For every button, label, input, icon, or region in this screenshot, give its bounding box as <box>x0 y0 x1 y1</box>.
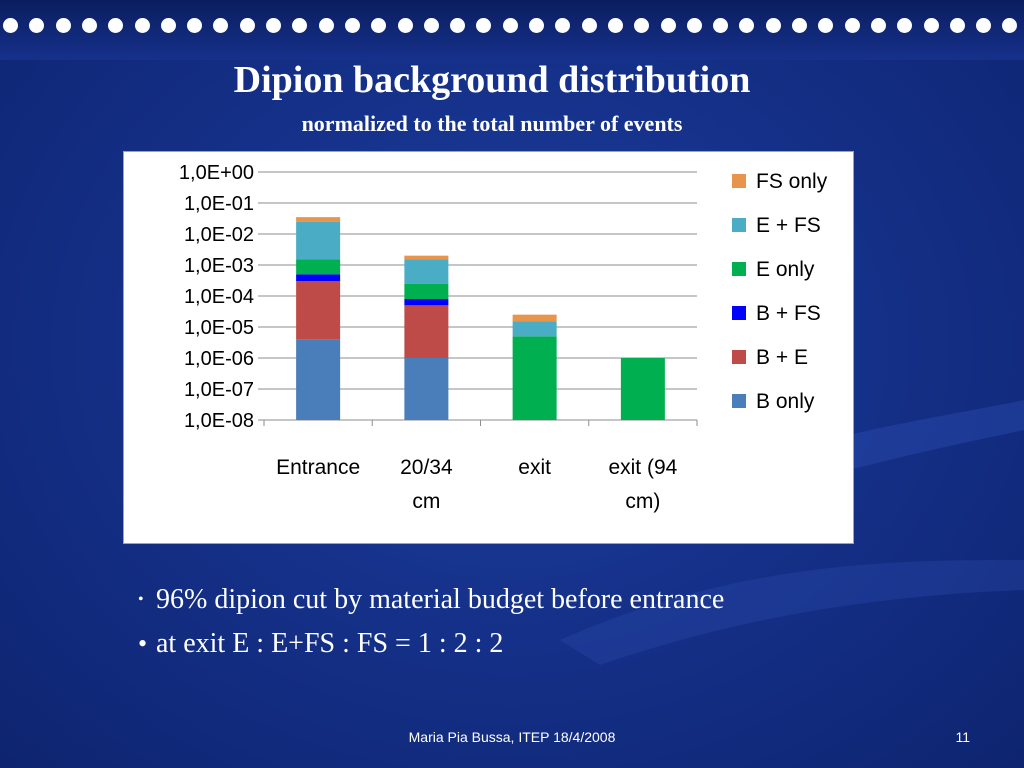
page-number: 11 <box>955 729 970 745</box>
y-tick-label: 1,0E-06 <box>184 348 254 370</box>
decorative-dot <box>476 18 492 33</box>
decorative-dot <box>529 18 544 33</box>
decorative-dot <box>686 18 702 33</box>
decorative-dot <box>160 18 176 33</box>
bullet-list: • 96% dipion cut by material budget befor… <box>138 580 998 668</box>
x-category-label: cm) <box>625 490 660 513</box>
decorative-dot <box>739 18 755 33</box>
bar-segment <box>404 255 449 260</box>
legend-label: E + FS <box>756 214 821 237</box>
x-category-label: exit <box>518 456 551 479</box>
decorative-dot <box>897 18 913 33</box>
chart-panel: 1,0E+00 1,0E-01 1,0E-02 1,0E-03 1,0E-04 1,0E-… <box>123 151 854 544</box>
decorative-dot <box>502 18 518 33</box>
decorative-dot <box>634 18 650 33</box>
decorative-dot <box>81 18 97 33</box>
y-tick-label: 1,0E+00 <box>179 162 254 184</box>
decorative-dot <box>397 18 413 33</box>
decorative-dot <box>555 18 571 33</box>
bar-segment <box>512 321 557 337</box>
decorative-dot <box>266 18 281 33</box>
stacked-bar-chart: 1,0E+00 1,0E-01 1,0E-02 1,0E-03 1,0E-04 1,0E-… <box>179 162 828 513</box>
y-tick-label: 1,0E-07 <box>184 379 254 401</box>
x-category-label: cm <box>412 490 440 513</box>
decorative-dot <box>108 18 124 33</box>
legend-label: B only <box>756 390 815 413</box>
bar-segment <box>296 339 341 420</box>
decorative-dot <box>213 18 229 33</box>
decorative-dot <box>344 18 360 33</box>
decorative-dot <box>187 18 203 33</box>
decorative-dot <box>29 18 45 33</box>
decorative-dot <box>1002 18 1018 33</box>
decorative-dot <box>660 18 676 33</box>
decorative-dot <box>607 18 623 33</box>
y-tick-label: 1,0E-04 <box>184 286 254 308</box>
decorative-dot <box>765 18 781 33</box>
decorative-dot-row <box>0 18 1024 38</box>
decorative-dot <box>55 18 71 33</box>
slide-title: Dipion background distribution <box>233 59 751 101</box>
decorative-dot <box>423 18 439 33</box>
bar-segment <box>296 259 341 275</box>
y-tick-label: 1,0E-05 <box>184 317 254 339</box>
decorative-dot <box>870 18 886 33</box>
bullet-dot: • <box>138 629 148 658</box>
legend-label: B + E <box>756 346 808 369</box>
bullet-text: 96% dipion cut by material budget before… <box>156 584 725 615</box>
bullet-text: at exit E : E+FS : FS = 1 : 2 : 2 <box>156 628 504 659</box>
bar-segment <box>620 358 665 420</box>
decorative-dot <box>818 18 834 33</box>
slide-subtitle: normalized to the total number of events <box>301 111 683 136</box>
decorative-dot <box>923 18 939 33</box>
bar-segment <box>404 305 449 358</box>
decorative-dot <box>292 18 308 33</box>
legend-label: B + FS <box>756 302 821 325</box>
legend-label: FS only <box>756 170 828 193</box>
legend-swatch <box>732 394 746 408</box>
bar-segment <box>296 274 341 282</box>
decorative-dot <box>3 18 18 33</box>
bar-segment <box>404 299 449 306</box>
footer-text: Maria Pia Bussa, ITEP 18/4/2008 <box>408 729 616 745</box>
decorative-dot <box>318 18 334 33</box>
x-category-label: exit (94 <box>608 456 677 479</box>
y-tick-label: 1,0E-02 <box>184 224 254 246</box>
bar-segment <box>404 358 449 420</box>
bar-segment <box>296 217 341 222</box>
bar-segment <box>296 281 341 340</box>
bar-segment <box>404 259 449 284</box>
bar-segment <box>404 283 449 300</box>
decorative-dot <box>371 18 387 33</box>
bullet-item: • 96% dipion cut by material budget befor… <box>138 580 998 624</box>
decorative-dot <box>239 18 255 33</box>
decorative-dot <box>976 18 992 33</box>
legend-swatch <box>732 306 746 320</box>
bar-segment <box>512 336 557 420</box>
legend-swatch <box>732 218 746 232</box>
decorative-dot <box>581 18 597 33</box>
bar-segment <box>512 314 557 322</box>
x-category-label: 20/34 <box>400 456 453 479</box>
y-tick-label: 1,0E-03 <box>184 255 254 277</box>
legend-swatch <box>732 262 746 276</box>
bar-segment <box>296 221 341 260</box>
x-category-label: Entrance <box>276 456 360 479</box>
bullet-item: • at exit E : E+FS : FS = 1 : 2 : 2 <box>138 624 998 668</box>
y-tick-label: 1,0E-08 <box>184 410 254 432</box>
y-tick-label: 1,0E-01 <box>184 193 254 215</box>
legend-swatch <box>732 350 746 364</box>
decorative-dot <box>949 18 965 33</box>
decorative-dot <box>713 18 729 33</box>
legend-swatch <box>732 174 746 188</box>
decorative-dot <box>450 18 466 33</box>
decorative-dot <box>134 18 150 33</box>
legend-label: E only <box>756 258 815 281</box>
decorative-dot <box>792 18 807 33</box>
bullet-dot: • <box>138 591 144 608</box>
decorative-dot <box>844 18 860 33</box>
